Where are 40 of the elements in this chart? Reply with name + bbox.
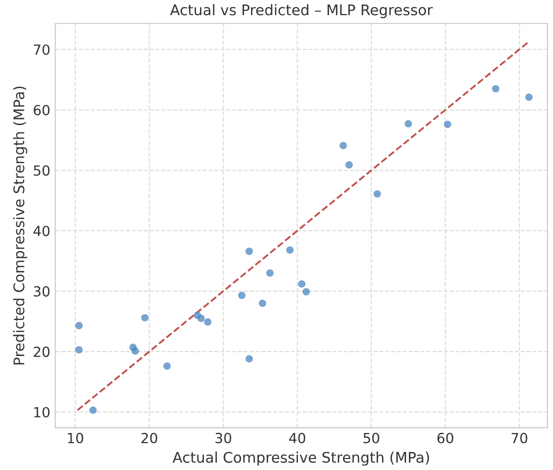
y-tick-label: 10 — [34, 406, 50, 418]
point — [75, 322, 83, 330]
y-tick-label: 30 — [34, 286, 50, 297]
point — [492, 85, 500, 92]
y-tick-label: 40 — [33, 226, 50, 236]
y-tick-label: 20 — [34, 346, 50, 358]
point — [340, 142, 347, 150]
point — [286, 246, 294, 254]
x-tick-label: 50 — [364, 432, 380, 444]
x-tick-label: 30 — [216, 432, 232, 444]
point — [266, 269, 274, 277]
x-tick-label: 10 — [68, 432, 84, 444]
point — [258, 300, 266, 307]
point — [89, 406, 97, 414]
point — [204, 318, 212, 326]
point — [141, 314, 149, 322]
point — [132, 347, 139, 355]
x-tick-label: 40 — [289, 432, 306, 444]
point — [163, 362, 171, 370]
point — [444, 120, 452, 128]
point — [345, 161, 353, 169]
y-axis-title: Predicted Compressive Strength (MPa) — [13, 86, 28, 364]
point — [197, 314, 205, 322]
x-axis-title: Actual Compressive Strength (MPa) — [172, 452, 430, 466]
x-tick-label: 60 — [437, 432, 454, 444]
point — [404, 120, 412, 128]
x-tick-label: 20 — [141, 432, 158, 444]
point — [238, 292, 246, 300]
x-tick-label: 70 — [512, 432, 528, 444]
point — [525, 94, 533, 101]
point — [246, 248, 253, 255]
point — [246, 355, 253, 362]
point — [298, 280, 306, 288]
y-tick-label: 70 — [34, 44, 50, 55]
y-tick-label: 50 — [34, 165, 50, 176]
chart-title: Actual vs Predicted – MLP Regressor — [170, 4, 433, 18]
point — [374, 190, 381, 198]
y-tick-label: 60 — [34, 104, 50, 116]
point — [302, 288, 310, 296]
point — [75, 346, 83, 354]
